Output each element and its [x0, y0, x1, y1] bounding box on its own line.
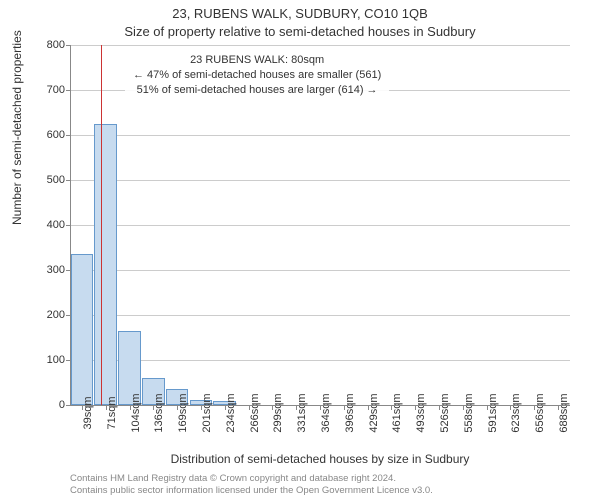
x-tick-label: 169sqm — [177, 393, 179, 432]
x-tick-label: 429sqm — [368, 393, 370, 432]
y-tick-label: 400 — [35, 219, 65, 231]
x-tick-label: 461sqm — [391, 393, 393, 432]
x-tick-label: 331sqm — [296, 393, 298, 432]
x-tick-label: 526sqm — [439, 393, 441, 432]
x-tick-label: 266sqm — [249, 393, 251, 432]
x-tick-label: 104sqm — [130, 393, 132, 432]
y-tick-label: 200 — [35, 309, 65, 321]
y-tick-label: 500 — [35, 174, 65, 186]
x-tick-label: 688sqm — [558, 393, 560, 432]
bar — [94, 124, 117, 405]
page-title-subtitle: Size of property relative to semi-detach… — [0, 24, 600, 39]
info-box-line-1: 23 RUBENS WALK: 80sqm — [133, 53, 381, 68]
chart-area: 010020030040050060070080039sqm71sqm104sq… — [70, 45, 570, 405]
x-tick-label: 39sqm — [82, 396, 84, 429]
gridline — [70, 180, 570, 181]
y-tick-label: 100 — [35, 354, 65, 366]
chart-plot: 010020030040050060070080039sqm71sqm104sq… — [70, 45, 570, 405]
gridline — [70, 270, 570, 271]
x-tick-label: 136sqm — [153, 393, 155, 432]
x-tick-label: 656sqm — [534, 393, 536, 432]
x-tick-label: 558sqm — [463, 393, 465, 432]
footer-attribution: Contains HM Land Registry data © Crown c… — [70, 473, 433, 496]
info-box-line-3: 51% of semi-detached houses are larger (… — [133, 83, 381, 98]
x-tick-label: 71sqm — [106, 396, 108, 429]
footer-line-2: Contains public sector information licen… — [70, 485, 433, 496]
x-tick-label: 493sqm — [415, 393, 417, 432]
x-axis-line — [70, 405, 570, 406]
y-axis-label: Number of semi-detached properties — [10, 30, 24, 225]
gridline — [70, 225, 570, 226]
bar — [71, 254, 94, 405]
footer-line-1: Contains HM Land Registry data © Crown c… — [70, 473, 433, 484]
x-axis-label: Distribution of semi-detached houses by … — [70, 452, 570, 466]
y-tick-label: 0 — [35, 399, 65, 411]
x-tick-label: 396sqm — [344, 393, 346, 432]
info-box: 23 RUBENS WALK: 80sqm← 47% of semi-detac… — [125, 51, 389, 100]
y-tick-label: 700 — [35, 84, 65, 96]
x-tick-label: 364sqm — [320, 393, 322, 432]
y-tick-label: 800 — [35, 39, 65, 51]
gridline — [70, 135, 570, 136]
x-tick-label: 234sqm — [225, 393, 227, 432]
gridline — [70, 360, 570, 361]
y-tick-label: 600 — [35, 129, 65, 141]
x-tick-label: 623sqm — [510, 393, 512, 432]
highlight-marker-line — [101, 45, 102, 405]
x-tick-label: 201sqm — [201, 393, 203, 432]
y-tick-label: 300 — [35, 264, 65, 276]
x-tick-label: 591sqm — [487, 393, 489, 432]
gridline — [70, 315, 570, 316]
gridline — [70, 45, 570, 46]
x-tick-label: 299sqm — [272, 393, 274, 432]
y-axis-line — [70, 45, 71, 405]
info-box-line-2: ← 47% of semi-detached houses are smalle… — [133, 68, 381, 83]
page-title-address: 23, RUBENS WALK, SUDBURY, CO10 1QB — [0, 6, 600, 21]
